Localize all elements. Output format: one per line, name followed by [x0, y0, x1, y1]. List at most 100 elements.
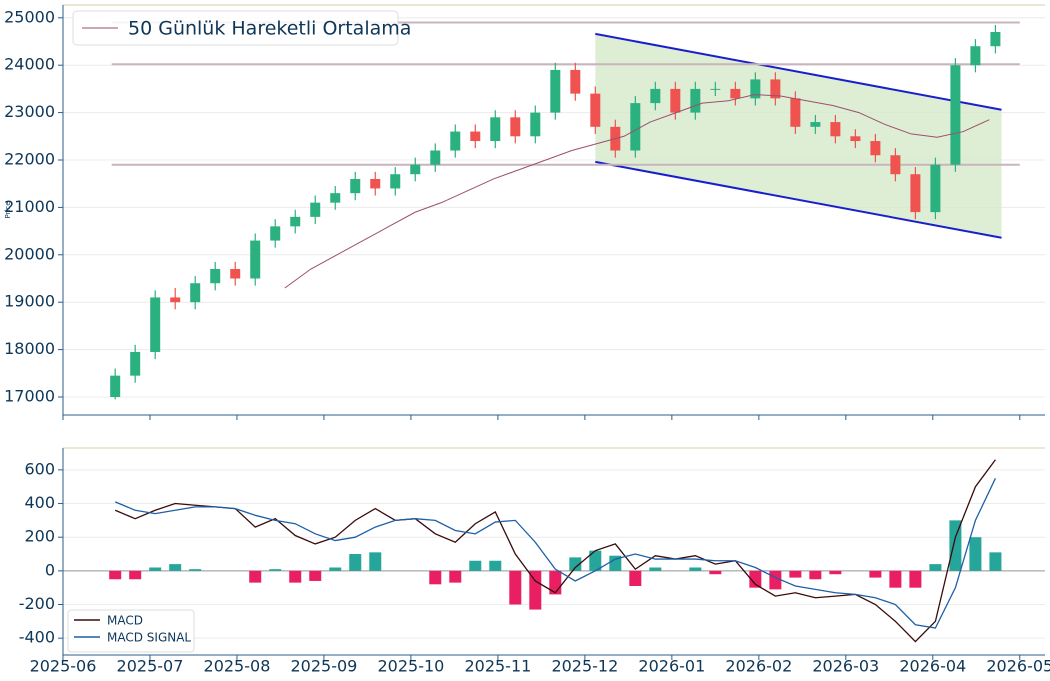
- histogram-bar: [369, 552, 382, 571]
- candle-body: [990, 32, 1001, 47]
- candle-body: [110, 375, 121, 397]
- histogram-bar: [469, 560, 482, 571]
- candle-body: [470, 131, 481, 142]
- candle-body: [390, 174, 401, 189]
- legend-label: MACD SIGNAL: [107, 631, 191, 645]
- y-tick-label: 18000: [4, 339, 55, 358]
- macd-line: [114, 478, 997, 629]
- legend-label: MACD: [107, 614, 143, 628]
- histogram-bar: [489, 560, 502, 571]
- histogram-bar: [429, 570, 442, 585]
- histogram-bar: [629, 570, 642, 586]
- histogram-bar: [269, 569, 282, 571]
- histogram-bar: [869, 570, 882, 578]
- histogram-bar: [149, 567, 162, 571]
- x-tick-label: 2025-11: [464, 657, 531, 676]
- x-tick-label: 2025-10: [377, 657, 444, 676]
- histogram-bar: [109, 570, 122, 580]
- histogram-bar: [509, 570, 522, 605]
- candle-body: [530, 112, 541, 137]
- candle-body: [170, 297, 181, 303]
- candle-body: [650, 88, 661, 104]
- y-tick-label: 17000: [4, 386, 55, 405]
- candle-body: [550, 69, 561, 113]
- histogram-bar: [289, 570, 302, 583]
- x-tick-label: 2026-03: [812, 657, 879, 676]
- candle-body: [930, 164, 941, 213]
- candle-body: [870, 141, 881, 156]
- y-axis-label: Price: [4, 201, 12, 218]
- histogram-bar: [809, 570, 822, 580]
- candle-body: [710, 88, 721, 90]
- y-tick-label: 22000: [4, 149, 55, 168]
- candle-body: [750, 79, 761, 99]
- x-tick-label: 2026-01: [638, 657, 705, 676]
- y-tick-label: 0: [45, 560, 55, 579]
- x-tick-label: 2025-09: [291, 657, 358, 676]
- candle-body: [770, 79, 781, 99]
- candle-body: [890, 155, 901, 175]
- x-tick-label: 2026-02: [725, 657, 792, 676]
- histogram-bar: [749, 570, 762, 588]
- candle-body: [690, 88, 701, 113]
- candle-body: [670, 88, 681, 113]
- histogram-bar: [529, 570, 542, 610]
- histogram-bar: [929, 564, 942, 571]
- candle-body: [410, 164, 421, 175]
- y-tick-label: -400: [19, 628, 55, 647]
- candle-body: [370, 178, 381, 189]
- histogram-bar: [949, 520, 962, 571]
- candle-body: [330, 193, 341, 203]
- macd-line: [114, 459, 996, 643]
- histogram-bar: [589, 550, 602, 571]
- y-tick-label: 21000: [4, 197, 55, 216]
- y-tick-label: 400: [24, 493, 55, 512]
- candle-body: [250, 240, 261, 279]
- histogram-bar: [769, 570, 782, 590]
- candle-body: [130, 351, 141, 376]
- candle-body: [150, 297, 161, 352]
- candle-body: [730, 88, 741, 99]
- x-tick-label: 2026-05: [986, 657, 1050, 676]
- candle-body: [290, 216, 301, 227]
- candle-body: [490, 117, 501, 142]
- candle-body: [310, 202, 321, 217]
- histogram-bar: [249, 570, 262, 583]
- histogram-bar: [909, 570, 922, 588]
- x-tick-label: 2025-08: [204, 657, 271, 676]
- candle-body: [970, 46, 981, 66]
- candle-body: [830, 122, 841, 137]
- x-tick-label: 2025-12: [551, 657, 618, 676]
- y-tick-label: 20000: [4, 244, 55, 263]
- channel-line: [595, 32, 1002, 111]
- histogram-bar: [309, 570, 322, 581]
- legend-box: [72, 10, 399, 46]
- histogram-bar: [709, 570, 722, 575]
- candle-body: [950, 65, 961, 165]
- x-tick-label: 2025-07: [117, 657, 184, 676]
- y-tick-label: 600: [24, 459, 55, 478]
- candle-body: [850, 136, 861, 142]
- histogram-bar: [989, 552, 1002, 571]
- candle-body: [790, 98, 801, 127]
- candle-body: [910, 174, 921, 213]
- histogram-bar: [129, 570, 142, 580]
- candle-body: [810, 122, 821, 127]
- histogram-bar: [689, 567, 702, 571]
- moving-average: [284, 94, 990, 289]
- histogram-bar: [189, 569, 202, 571]
- histogram-bar: [329, 567, 342, 571]
- histogram-bar: [649, 567, 662, 571]
- candle-body: [450, 131, 461, 151]
- y-tick-label: 24000: [4, 55, 55, 74]
- histogram-bar: [829, 570, 842, 575]
- y-tick-label: -200: [19, 594, 55, 613]
- histogram-bar: [349, 554, 362, 571]
- candle-body: [630, 103, 641, 151]
- histogram-bar: [969, 537, 982, 571]
- x-tick-label: 2026-04: [899, 657, 966, 676]
- candle-body: [570, 69, 581, 94]
- histogram-bar: [449, 570, 462, 583]
- histogram-bar: [889, 570, 902, 588]
